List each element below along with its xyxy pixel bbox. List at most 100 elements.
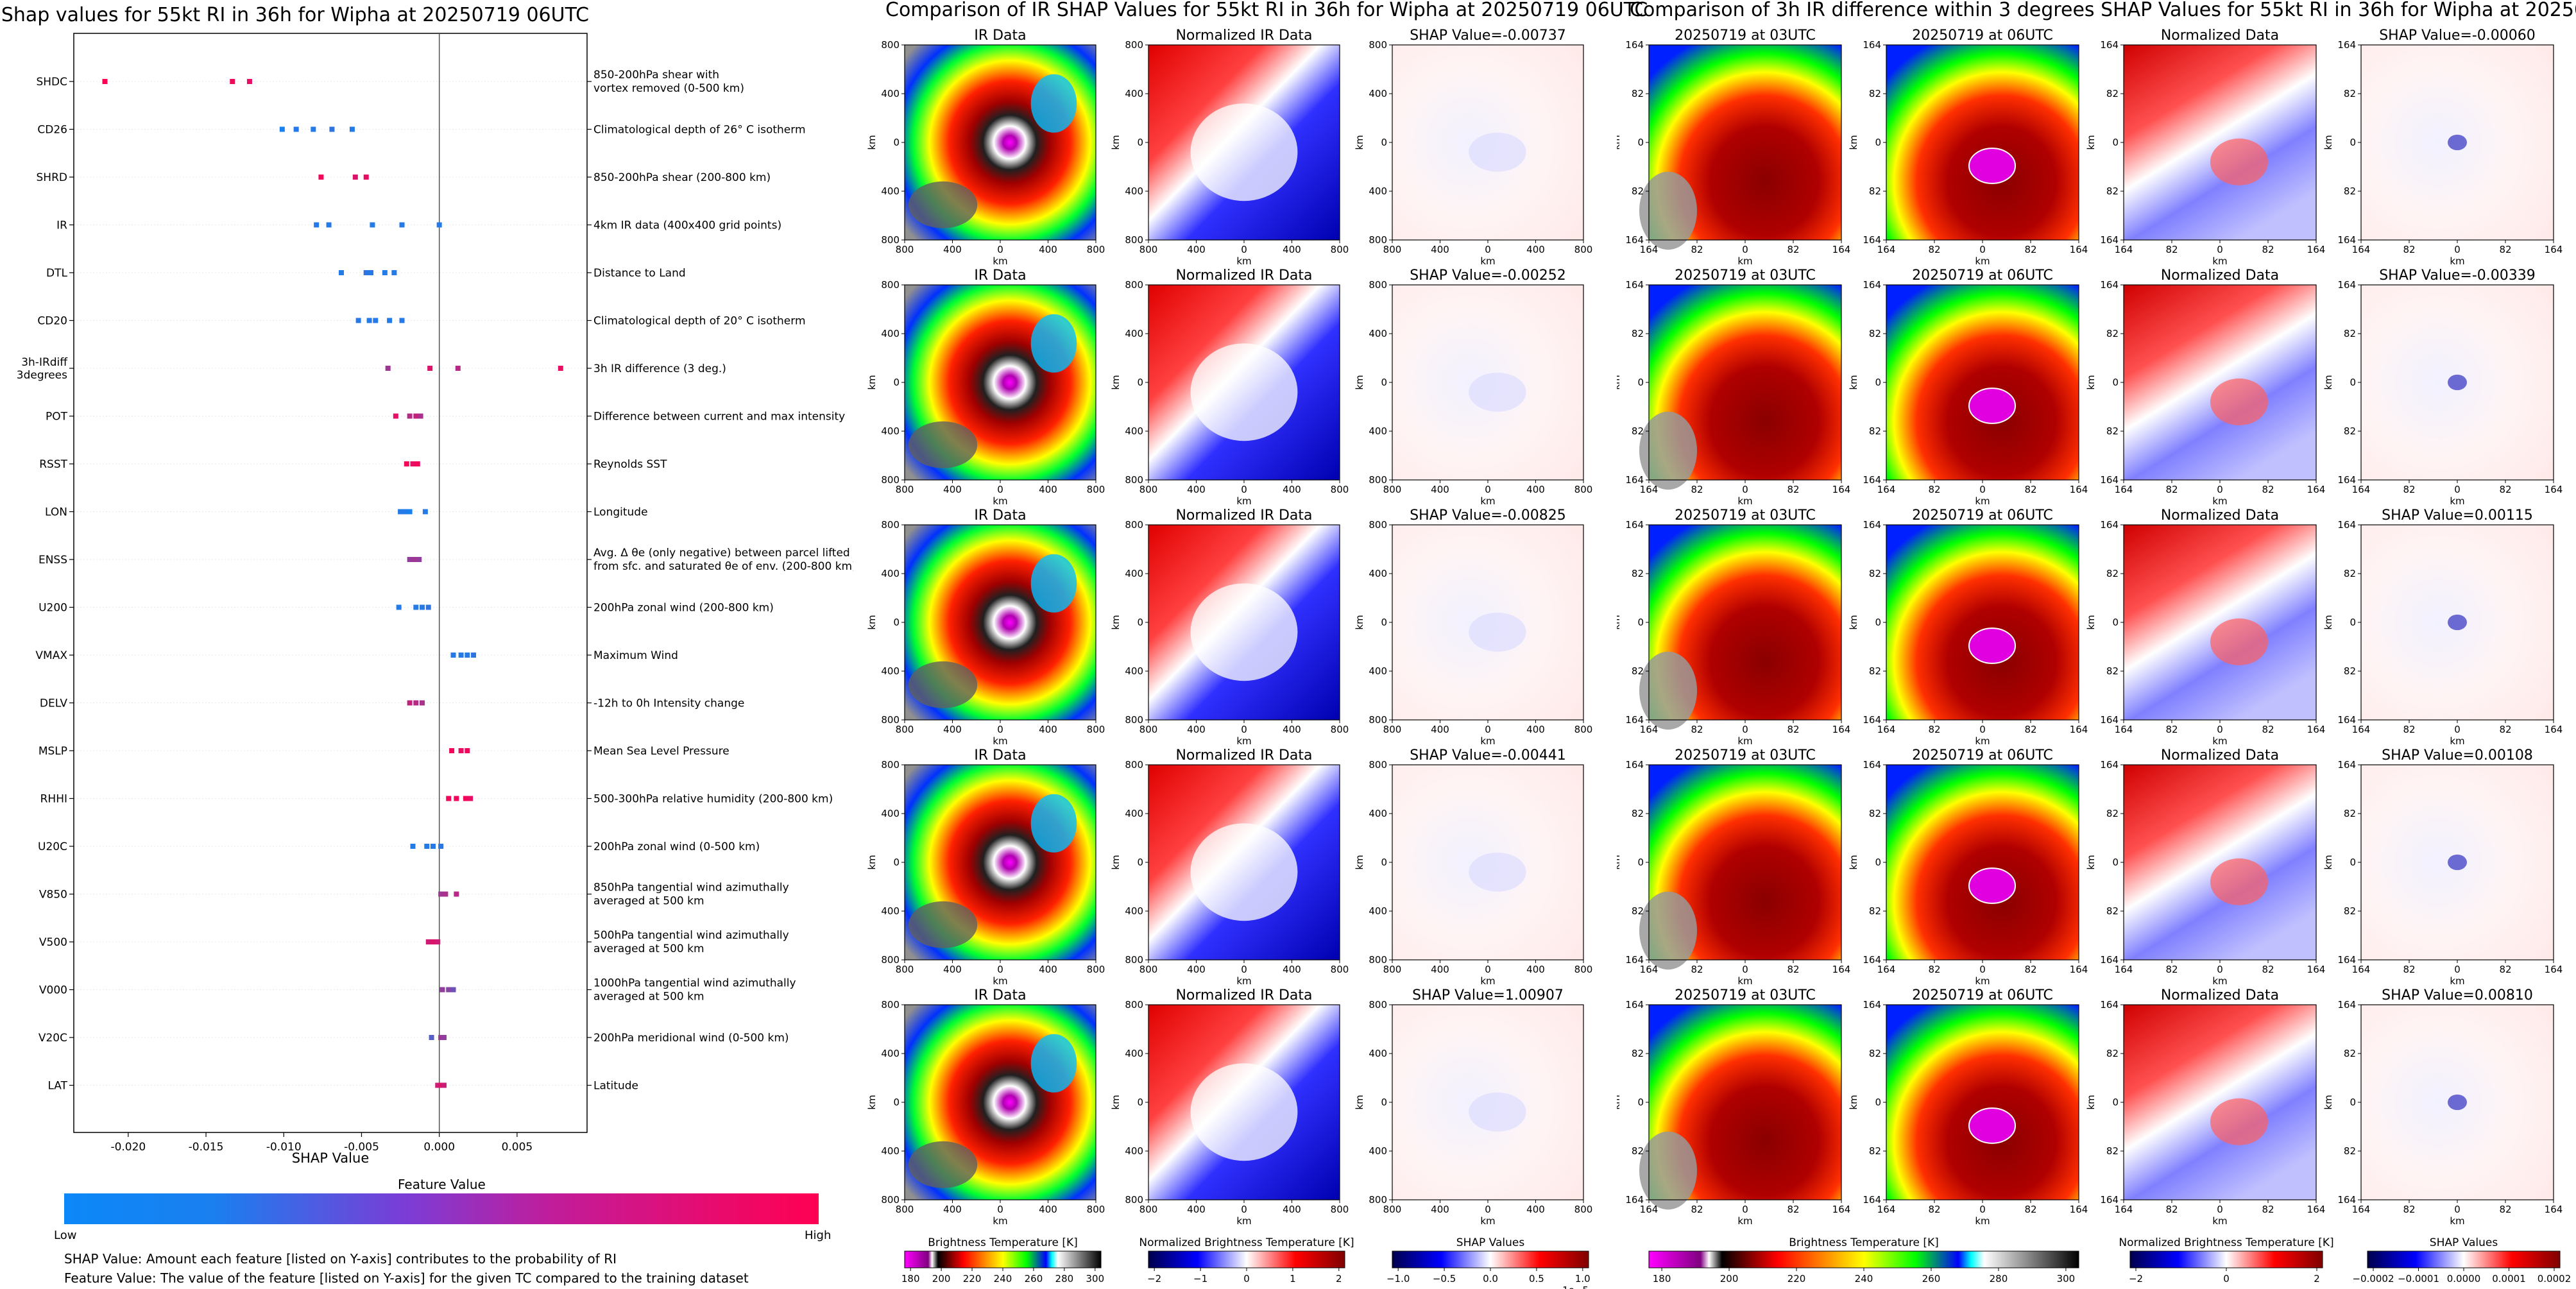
y-tick-label: 164 — [2337, 1194, 2356, 1206]
y-tick-label: 400 — [1369, 1145, 1387, 1157]
x-axis-label: km — [1236, 735, 1251, 747]
x-tick-label: 82 — [2024, 484, 2036, 495]
x-tick-label: 164 — [2352, 484, 2371, 495]
y-tick-label: 82 — [1869, 328, 1881, 339]
image-panel: Normalized Data — [2123, 28, 2317, 241]
y-axis-label: km — [1354, 1095, 1365, 1109]
shap-point — [438, 844, 444, 849]
image-panel: IR Data — [904, 747, 1096, 960]
y-tick-label: 400 — [881, 905, 900, 917]
y-tick-label: 82 — [1632, 185, 1644, 197]
y-tick-label: 800 — [1369, 279, 1387, 291]
panel-title: Normalized IR Data — [1175, 28, 1312, 44]
x-tick-label: 0 — [2217, 964, 2223, 975]
x-axis-label: km — [1737, 495, 1752, 507]
shap-point — [230, 79, 235, 84]
shap-point — [326, 222, 332, 228]
x-tick-label: 82 — [2024, 724, 2036, 735]
y-axis-label: km — [1354, 855, 1365, 869]
x-tick-label: 164 — [1640, 484, 1659, 495]
x-tick-label: 164 — [2070, 484, 2088, 495]
y-axis-label: km — [2323, 1095, 2334, 1109]
panel-image — [2124, 285, 2316, 480]
x-tick-label: 800 — [1087, 484, 1105, 495]
y-tick-label: 400 — [1369, 88, 1387, 99]
shap-point — [398, 509, 404, 515]
y-tick-label: 800 — [1369, 234, 1387, 246]
x-tick-label: 0 — [1742, 484, 1748, 495]
cloud-feature — [1639, 171, 1697, 250]
x-tick-label: 400 — [1526, 244, 1545, 255]
y-tick-label: 82 — [2106, 808, 2119, 819]
feature-description: Difference between current and max inten… — [593, 411, 845, 423]
image-panel: IR Data — [904, 28, 1096, 241]
y-tick-label: 0 — [2112, 377, 2119, 388]
y-tick-label: 800 — [1125, 954, 1143, 966]
shap-point — [407, 509, 413, 515]
colorbar-tick-label: 200 — [932, 1273, 951, 1285]
x-tick-label: 0 — [1979, 964, 1986, 975]
x-tick-label: 800 — [1331, 484, 1349, 495]
y-tick-label: 400 — [1369, 185, 1387, 197]
y-tick-label: 800 — [1125, 1194, 1143, 1206]
y-tick-label: 800 — [1125, 759, 1143, 771]
shap-point — [446, 987, 452, 993]
x-axis-label: km — [2212, 735, 2227, 747]
colorbar-tick-label: 1.0 — [1575, 1273, 1591, 1285]
feature-description: 500-300hPa relative humidity (200-800 km… — [593, 793, 833, 806]
x-tick-label: 164 — [1877, 244, 1896, 255]
feature-description: Mean Sea Level Pressure — [593, 745, 729, 758]
x-axis-label: km — [2450, 255, 2464, 267]
y-tick-label: 400 — [1125, 425, 1143, 437]
y-tick-label: 800 — [1369, 1194, 1387, 1206]
x-tick-label: 0 — [2217, 484, 2223, 495]
y-tick-label: 164 — [1863, 234, 1881, 246]
y-tick-label: 800 — [881, 519, 900, 531]
y-axis-label: km — [1110, 135, 1122, 149]
x-tick-label: 0 — [997, 724, 1003, 735]
shap-point — [429, 1035, 434, 1040]
panel-title: 20250719 at 03UTC — [1675, 987, 1816, 1003]
y-tick-label: 82 — [1632, 425, 1644, 437]
panel-title: 20250719 at 06UTC — [1912, 268, 2053, 284]
y-tick-label: 800 — [1369, 519, 1387, 531]
shap-point — [404, 461, 409, 466]
panel-title: SHAP Value=1.00907 — [1412, 987, 1564, 1003]
colorbar-tick-label: 0.0000 — [2447, 1273, 2481, 1285]
y-tick-label: 82 — [1869, 1145, 1881, 1157]
y-tick-label: 800 — [881, 279, 900, 291]
panel-title: SHAP Value=-0.00737 — [1410, 28, 1566, 44]
x-tick-label: 164 — [2545, 484, 2563, 495]
x-tick-label: 82 — [1691, 1204, 1703, 1215]
x-tick-label: 164 — [2352, 244, 2371, 255]
shap-point — [393, 413, 398, 419]
y-tick-label: 0 — [1381, 857, 1387, 868]
y-tick-label: 164 — [2100, 714, 2119, 726]
panel-title: 20250719 at 03UTC — [1675, 28, 1816, 44]
shap-point — [314, 222, 320, 228]
y-tick-label: 164 — [1625, 714, 1644, 726]
image-panel: IR Data — [904, 508, 1096, 721]
feature-name: RHHI — [40, 793, 67, 806]
feature-name: 3h-IRdiff 3degrees — [17, 356, 69, 382]
colorbar-tick-label: 180 — [901, 1273, 920, 1285]
y-tick-label: 164 — [2337, 999, 2356, 1011]
x-tick-label: 0.000 — [423, 1141, 455, 1154]
colorbar-tick-label: 2 — [1336, 1273, 1342, 1285]
x-tick-label: 0 — [2454, 244, 2461, 255]
colorbar-label: SHAP Values — [2430, 1236, 2498, 1249]
feature-name: IR — [56, 219, 67, 232]
shap-point — [458, 653, 464, 658]
y-tick-label: 164 — [1863, 519, 1881, 531]
x-tick-label: 164 — [2352, 964, 2371, 975]
x-tick-label: 400 — [943, 484, 962, 495]
x-tick-label: -0.020 — [110, 1141, 146, 1154]
x-tick-label: 0 — [2454, 1204, 2461, 1215]
x-axis-label: km — [993, 495, 1007, 507]
y-tick-label: 400 — [1125, 808, 1143, 819]
x-tick-label: 0 — [1979, 244, 1986, 255]
y-tick-label: 0 — [1137, 137, 1143, 148]
colorbar-tick-label: 2 — [2314, 1273, 2320, 1285]
feature-description: Maximum Wind — [593, 649, 678, 662]
y-tick-label: 164 — [1863, 954, 1881, 966]
